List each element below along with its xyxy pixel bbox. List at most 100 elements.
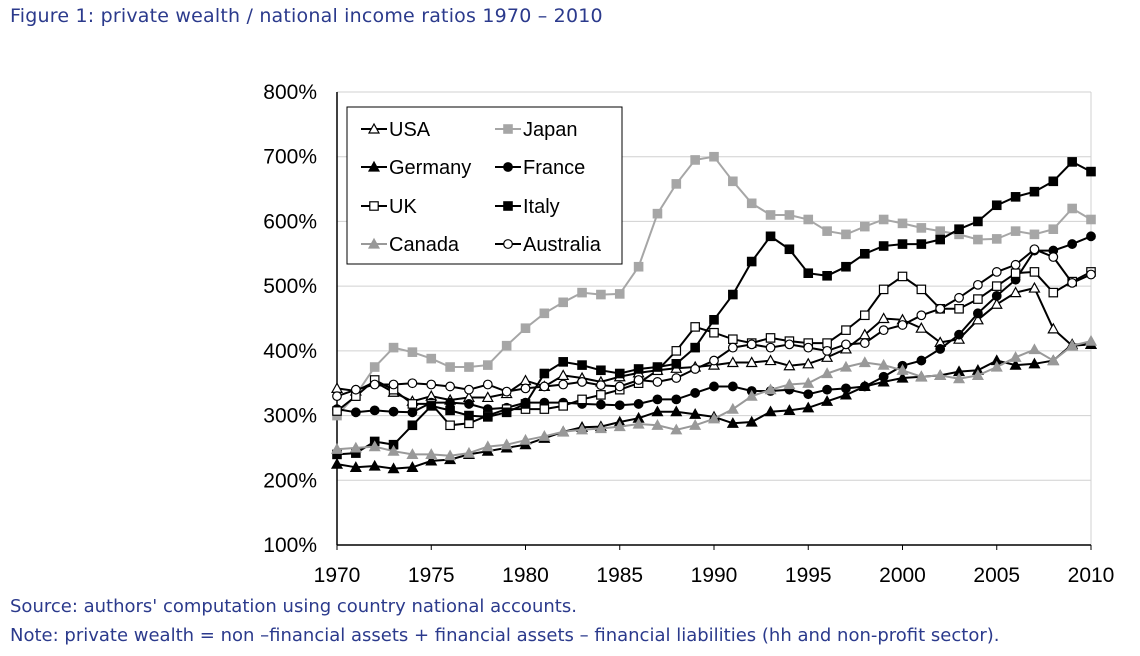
legend-marker-japan xyxy=(503,124,513,134)
data-point-japan xyxy=(388,342,399,353)
x-tick-label: 2010 xyxy=(1068,564,1115,587)
data-point-canada xyxy=(387,444,400,456)
data-point-germany xyxy=(726,417,739,428)
data-point-australia xyxy=(954,292,964,303)
data-point-japan xyxy=(577,287,587,298)
data-point-france xyxy=(935,344,946,354)
data-point-japan xyxy=(1067,203,1077,214)
legend-entry-italy: Italy xyxy=(495,196,560,218)
legend-entry-germany: Germany xyxy=(361,157,471,179)
data-point-australia xyxy=(709,355,719,366)
data-point-italy xyxy=(878,241,889,251)
y-tick-label: 200% xyxy=(263,469,317,492)
legend-box xyxy=(346,106,623,265)
data-point-canada xyxy=(406,448,419,459)
data-point-uk xyxy=(728,334,738,345)
x-tick-label: 2000 xyxy=(879,564,926,587)
data-point-usa xyxy=(1028,281,1041,293)
data-point-canada xyxy=(1084,334,1098,346)
legend-entry-japan: Japan xyxy=(495,119,578,141)
data-point-germany xyxy=(349,461,362,472)
legend-label-france: France xyxy=(523,157,585,179)
data-point-france xyxy=(1086,231,1096,242)
legend-entry-uk: UK xyxy=(361,196,417,218)
data-point-japan xyxy=(746,198,757,209)
data-point-germany xyxy=(406,461,419,472)
data-point-japan xyxy=(501,340,512,351)
data-point-australia xyxy=(558,379,569,390)
data-point-australia xyxy=(746,339,757,350)
data-point-italy xyxy=(596,365,606,376)
data-point-italy xyxy=(539,368,550,379)
data-point-italy xyxy=(765,231,776,242)
data-point-australia xyxy=(803,342,814,353)
data-point-canada xyxy=(1028,343,1041,355)
data-point-germany xyxy=(802,401,815,413)
data-point-japan xyxy=(407,347,418,357)
data-point-australia xyxy=(991,267,1002,277)
data-point-australia xyxy=(426,379,437,390)
data-point-canada xyxy=(481,440,494,452)
legend-marker-italy xyxy=(503,201,513,211)
data-point-italy xyxy=(784,244,795,255)
data-point-france xyxy=(407,407,418,418)
data-point-canada xyxy=(689,419,702,430)
data-point-italy xyxy=(407,420,418,431)
data-point-canada xyxy=(425,448,438,459)
data-point-italy xyxy=(464,410,474,421)
data-point-canada xyxy=(877,358,890,370)
data-point-australia xyxy=(671,373,682,383)
data-point-australia xyxy=(765,342,776,353)
data-point-italy xyxy=(1029,186,1040,197)
series-australia xyxy=(332,244,1096,402)
data-point-japan xyxy=(859,221,870,232)
data-point-canada xyxy=(802,376,815,388)
legend-marker-canada xyxy=(367,237,381,249)
data-point-canada xyxy=(821,367,834,379)
data-point-italy xyxy=(991,200,1002,211)
data-point-canada xyxy=(349,441,362,453)
data-point-france xyxy=(388,406,399,417)
data-point-japan xyxy=(426,353,437,364)
data-point-australia xyxy=(482,379,493,390)
data-point-canada xyxy=(462,446,475,458)
data-point-australia xyxy=(878,325,889,336)
data-point-france xyxy=(350,407,361,418)
data-point-usa xyxy=(481,391,494,403)
data-point-uk xyxy=(765,333,776,343)
data-point-italy xyxy=(1048,176,1059,187)
data-point-canada xyxy=(858,356,871,368)
data-point-italy xyxy=(728,289,738,300)
data-point-australia xyxy=(1048,252,1059,262)
data-point-japan xyxy=(1010,226,1021,236)
series-italy xyxy=(332,157,1096,460)
data-point-australia xyxy=(369,379,380,390)
data-point-usa xyxy=(1009,286,1022,298)
data-point-italy xyxy=(1067,157,1077,167)
data-point-germany xyxy=(689,408,702,419)
legend-entry-france: France xyxy=(495,157,585,179)
data-point-germany xyxy=(839,388,852,400)
data-point-uk xyxy=(464,418,474,429)
data-point-usa xyxy=(557,369,570,381)
data-point-australia xyxy=(822,345,832,356)
legend-marker-germany xyxy=(367,160,381,172)
data-point-france xyxy=(652,394,663,405)
data-point-canada xyxy=(990,360,1003,372)
definition-note: Note: private wealth = non –financial as… xyxy=(10,625,1000,646)
data-point-canada xyxy=(538,430,551,441)
data-point-australia xyxy=(332,391,342,402)
data-point-uk xyxy=(407,399,418,409)
legend-label-uk: UK xyxy=(389,196,417,218)
data-point-japan xyxy=(878,214,889,225)
data-point-australia xyxy=(897,320,908,330)
data-point-france xyxy=(709,381,719,392)
data-point-italy xyxy=(973,216,983,227)
data-point-australia xyxy=(614,381,625,392)
series-canada xyxy=(330,334,1098,461)
data-point-canada xyxy=(839,360,852,372)
data-point-uk xyxy=(709,327,719,338)
data-point-italy xyxy=(916,239,927,249)
data-point-japan xyxy=(483,360,493,370)
data-point-japan xyxy=(1048,224,1059,234)
